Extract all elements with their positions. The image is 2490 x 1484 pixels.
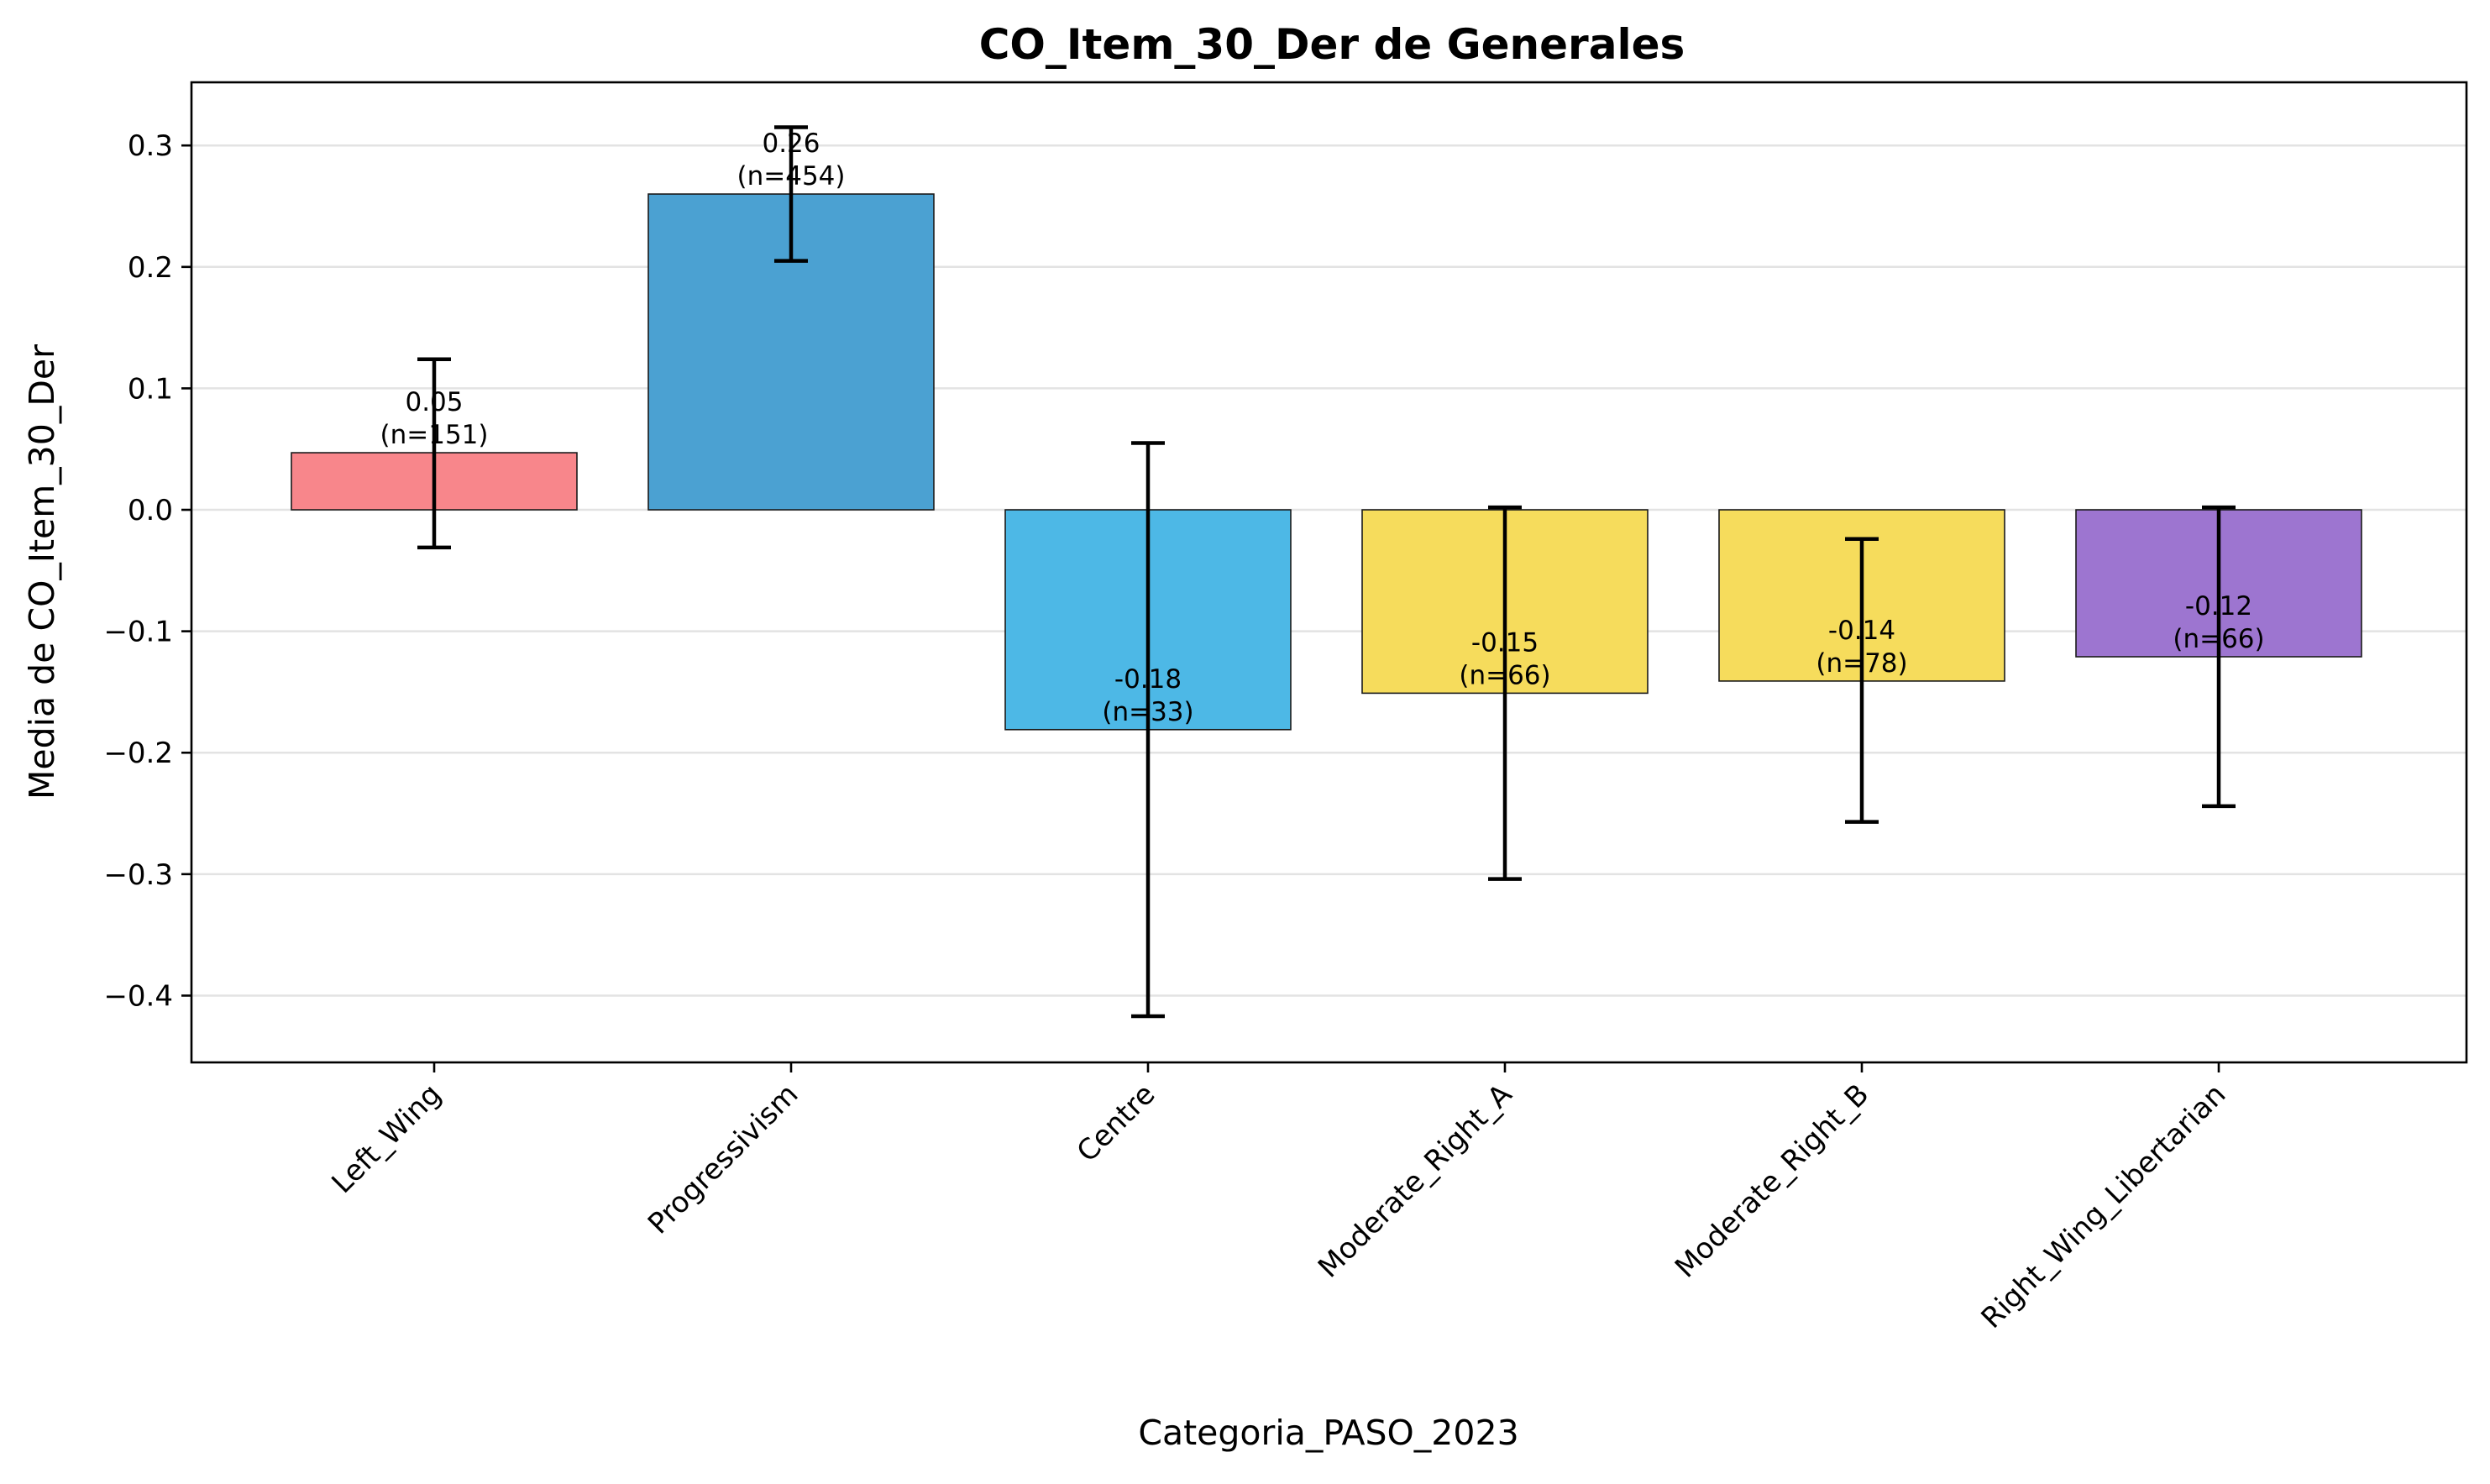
y-tick-label: 0.2 — [128, 251, 173, 285]
bar-value-labels: 0.05(n=151)0.26(n=454)-0.18(n=33)-0.15(n… — [380, 128, 2265, 727]
plot-frame — [190, 81, 2468, 1064]
error-bars — [417, 125, 2236, 1019]
bar-value-label: -0.18 — [1114, 664, 1182, 695]
bar-count-label: (n=454) — [737, 161, 846, 191]
y-tick-label: −0.2 — [103, 737, 173, 770]
bar-count-label: (n=78) — [1816, 648, 1907, 679]
bar-count-label: (n=33) — [1102, 697, 1193, 727]
y-tick-label: −0.3 — [103, 858, 173, 892]
y-tick-label: 0.3 — [128, 129, 173, 163]
x-tick-label: Centre — [1071, 1078, 1162, 1169]
bar-value-label: 0.26 — [762, 128, 820, 159]
bar-value-label: -0.14 — [1828, 616, 1895, 646]
x-axis-label: Categoria_PASO_2023 — [1138, 1413, 1518, 1453]
y-axis-label: Media de CO_Item_30_Der — [22, 344, 62, 800]
y-axis-ticks: −0.4 −0.3 −0.2 −0.1 0.0 0.1 0.2 0.3 — [103, 129, 191, 1013]
x-axis-ticks: Left_Wing Progressivism Centre Moderate_Rig… — [325, 1062, 2232, 1335]
x-tick-label: Progressivism — [642, 1078, 805, 1240]
y-tick-label: 0.1 — [128, 372, 173, 406]
bar-count-label: (n=66) — [2173, 624, 2264, 654]
x-tick-label: Moderate_Right_B — [1669, 1078, 1875, 1284]
bar-value-label: 0.05 — [405, 387, 463, 417]
bar-value-label: -0.12 — [2185, 591, 2252, 621]
y-tick-label: 0.0 — [128, 494, 173, 527]
x-tick-label: Right_Wing_Libertarian — [1975, 1078, 2233, 1335]
y-tick-label: −0.4 — [103, 979, 173, 1013]
bar-count-label: (n=66) — [1459, 660, 1550, 690]
x-tick-label: Moderate_Right_A — [1312, 1078, 1518, 1284]
bars — [291, 193, 2362, 731]
y-tick-label: −0.1 — [103, 616, 173, 649]
bar-count-label: (n=151) — [380, 420, 489, 450]
chart-title: CO_Item_30_Der de Generales — [979, 20, 1685, 69]
x-tick-label: Left_Wing — [325, 1078, 448, 1200]
bar-value-label: -0.15 — [1471, 627, 1539, 658]
